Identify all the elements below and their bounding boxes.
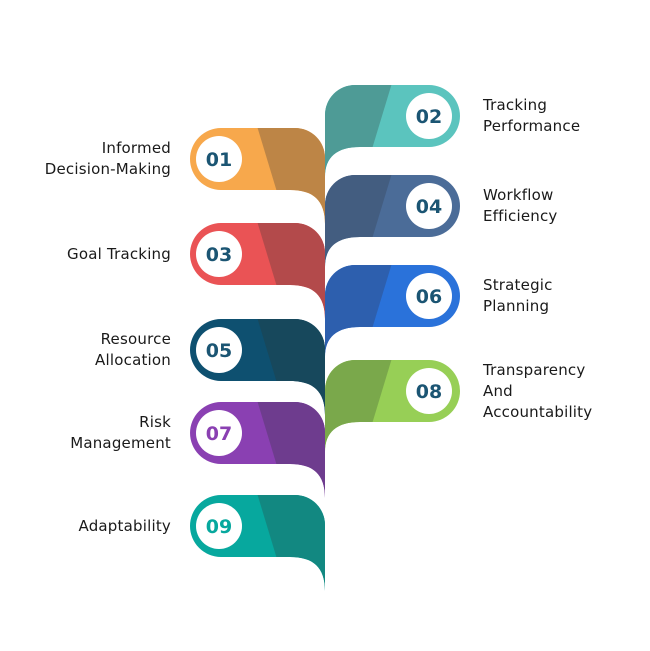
step-label-02: Tracking Performance <box>483 95 580 137</box>
step-number: 06 <box>416 286 442 308</box>
step-label-09: Adaptability <box>79 516 172 537</box>
step-number: 05 <box>206 340 232 362</box>
step-number: 09 <box>206 516 232 538</box>
branch-06: 06 <box>325 265 460 357</box>
number-circle <box>406 273 452 319</box>
label-line: Risk <box>139 413 171 431</box>
label-line: Efficiency <box>483 207 558 225</box>
label-line: Strategic <box>483 276 553 294</box>
branch-07: 07 <box>190 402 325 498</box>
number-circle <box>406 368 452 414</box>
label-line: Goal Tracking <box>67 244 171 263</box>
step-label-08: Transparency And Accountability <box>483 360 592 423</box>
step-label-04: Workflow Efficiency <box>483 185 557 227</box>
label-line: Management <box>70 434 171 452</box>
label-line: Accountability <box>483 402 593 421</box>
label-line: Decision-Making <box>44 160 171 178</box>
step-number: 02 <box>416 106 442 128</box>
branch-03: 03 <box>190 223 325 319</box>
step-label-01: Informed Decision-Making <box>45 138 171 180</box>
number-circle <box>196 327 242 373</box>
step-number: 07 <box>206 423 232 445</box>
branch-01: 01 <box>190 128 325 224</box>
step-number: 04 <box>416 196 442 218</box>
step-label-07: Risk Management <box>70 412 171 454</box>
number-circle <box>196 410 242 456</box>
number-circle <box>196 503 242 549</box>
number-circle <box>196 136 242 182</box>
label-line: Adaptability <box>78 516 171 535</box>
step-number: 01 <box>206 149 232 171</box>
step-number: 03 <box>206 244 232 266</box>
number-circle <box>406 183 452 229</box>
branch-04: 04 <box>325 175 460 267</box>
branch-02: 02 <box>325 85 460 177</box>
label-line: Tracking <box>483 96 548 114</box>
label-line: Resource <box>100 330 171 348</box>
step-number: 08 <box>416 381 442 403</box>
step-label-05: Resource Allocation <box>95 329 171 371</box>
label-line: Planning <box>483 297 550 315</box>
label-line: Transparency <box>483 360 586 379</box>
step-label-03: Goal Tracking <box>67 244 171 265</box>
label-line: Informed <box>101 139 171 157</box>
number-circle <box>196 231 242 277</box>
number-circle <box>406 93 452 139</box>
label-line: Workflow <box>483 186 554 204</box>
label-line: Allocation <box>95 351 171 369</box>
label-line: Performance <box>483 117 581 135</box>
step-label-06: Strategic Planning <box>483 275 553 317</box>
branch-09: 09 <box>190 495 325 591</box>
branch-08: 08 <box>325 360 460 452</box>
label-line: And <box>483 381 513 400</box>
